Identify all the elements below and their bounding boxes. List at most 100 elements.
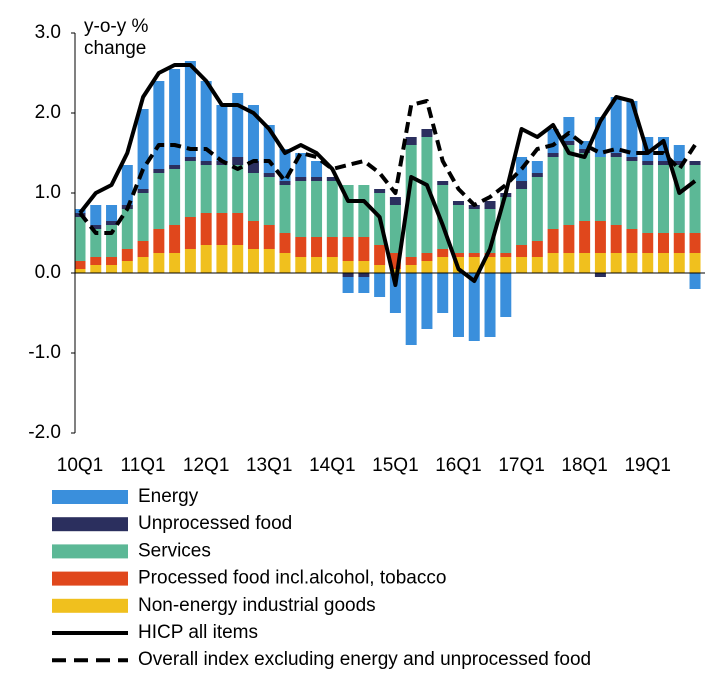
x-tick-label: 19Q1: [624, 455, 670, 476]
bar-segment: [232, 245, 244, 273]
bar-segment: [295, 181, 307, 237]
bar-segment: [437, 249, 449, 257]
bar-segment: [421, 137, 433, 253]
bar-segment: [452, 205, 464, 253]
bar-segment: [468, 253, 480, 257]
bar-segment: [626, 253, 638, 273]
y-tick-label: -1.0: [28, 342, 61, 363]
bar-segment: [437, 257, 449, 273]
bar-segment: [153, 81, 165, 169]
bar-segment: [232, 213, 244, 245]
bar-segment: [184, 249, 196, 273]
line-series: [78, 63, 697, 287]
bar-segment: [279, 149, 291, 181]
bar-segment: [137, 109, 149, 189]
x-tick-label: 13Q1: [246, 455, 292, 476]
bar-segment: [500, 273, 512, 317]
bar-segment: [263, 177, 275, 225]
bar-segment: [516, 189, 528, 245]
x-tick-label: 14Q1: [309, 455, 355, 476]
bar-segment: [516, 245, 528, 257]
bar-segment: [452, 253, 464, 257]
bar-segment: [184, 161, 196, 217]
x-tick-label: 11Q1: [121, 455, 166, 476]
legend-label: Overall index excluding energy and unpro…: [138, 649, 591, 670]
bar-segment: [342, 237, 354, 261]
bar-segment: [74, 261, 86, 269]
bar-segment: [358, 185, 370, 237]
bar-segment: [374, 273, 386, 297]
bar-segment: [74, 269, 86, 273]
x-tick-label: 12Q1: [183, 455, 229, 476]
bar-segment: [689, 233, 701, 253]
bar-segment: [90, 257, 102, 265]
bar-segment: [531, 177, 543, 241]
x-tick-label: 17Q1: [498, 455, 544, 476]
bar-segment: [153, 253, 165, 273]
bar-segment: [153, 229, 165, 253]
bar-segment: [153, 169, 165, 173]
legend-swatch: [52, 490, 128, 504]
bar-segment: [374, 245, 386, 265]
legend-label: Non-energy industrial goods: [138, 595, 376, 616]
bar-segment: [484, 257, 496, 273]
bar-segment: [326, 181, 338, 237]
bar-segment: [295, 237, 307, 257]
line-series: [78, 99, 697, 235]
bar-segment: [484, 209, 496, 253]
bar-segment: [547, 153, 559, 157]
bar-segment: [626, 157, 638, 161]
bar-segment: [516, 257, 528, 273]
bar-segment: [90, 225, 102, 229]
bar-segment: [106, 221, 118, 225]
bar-segment: [547, 157, 559, 229]
bar-segment: [279, 253, 291, 273]
bar-segment: [295, 257, 307, 273]
bar-segment: [311, 257, 323, 273]
bar-segment: [184, 61, 196, 157]
bar-segment: [500, 253, 512, 257]
bar-segment: [437, 185, 449, 249]
bar-segment: [389, 197, 401, 205]
bar-segment: [326, 177, 338, 181]
bar-segment: [484, 201, 496, 209]
bar-segment: [279, 181, 291, 185]
bar-segment: [689, 161, 701, 165]
bar-segment: [200, 81, 212, 161]
x-tick-label: 15Q1: [372, 455, 418, 476]
bar-segment: [247, 161, 259, 173]
legend-swatch: [52, 598, 128, 613]
bar-segment: [247, 221, 259, 249]
legend-label: Processed food incl.alcohol, tobacco: [138, 568, 446, 589]
bar-segment: [531, 173, 543, 177]
bar-segment: [358, 277, 370, 293]
bar-segment: [579, 253, 591, 273]
bar-segment: [389, 273, 401, 313]
bar-segment: [184, 157, 196, 161]
bar-segment: [610, 157, 622, 225]
bar-segment: [232, 157, 244, 165]
bar-segment: [405, 265, 417, 273]
bar-segment: [137, 193, 149, 241]
bar-segment: [468, 257, 480, 273]
bar-segment: [421, 261, 433, 273]
y-tick-label: 0.0: [35, 262, 61, 283]
bar-segment: [610, 97, 622, 153]
bar-segment: [610, 153, 622, 157]
bar-segment: [689, 273, 701, 289]
bar-segment: [563, 145, 575, 225]
bar-segment: [500, 197, 512, 253]
bar-segment: [137, 257, 149, 273]
bar-segment: [626, 229, 638, 253]
bar-segment: [437, 273, 449, 313]
bar-segment: [374, 189, 386, 193]
bar-segment: [311, 181, 323, 237]
bar-segment: [579, 221, 591, 253]
bar-segment: [389, 253, 401, 269]
bar-segment: [169, 69, 181, 165]
bar-segment: [263, 173, 275, 177]
bar-segment: [216, 165, 228, 213]
bar-segment: [184, 217, 196, 249]
bar-segment: [405, 137, 417, 145]
